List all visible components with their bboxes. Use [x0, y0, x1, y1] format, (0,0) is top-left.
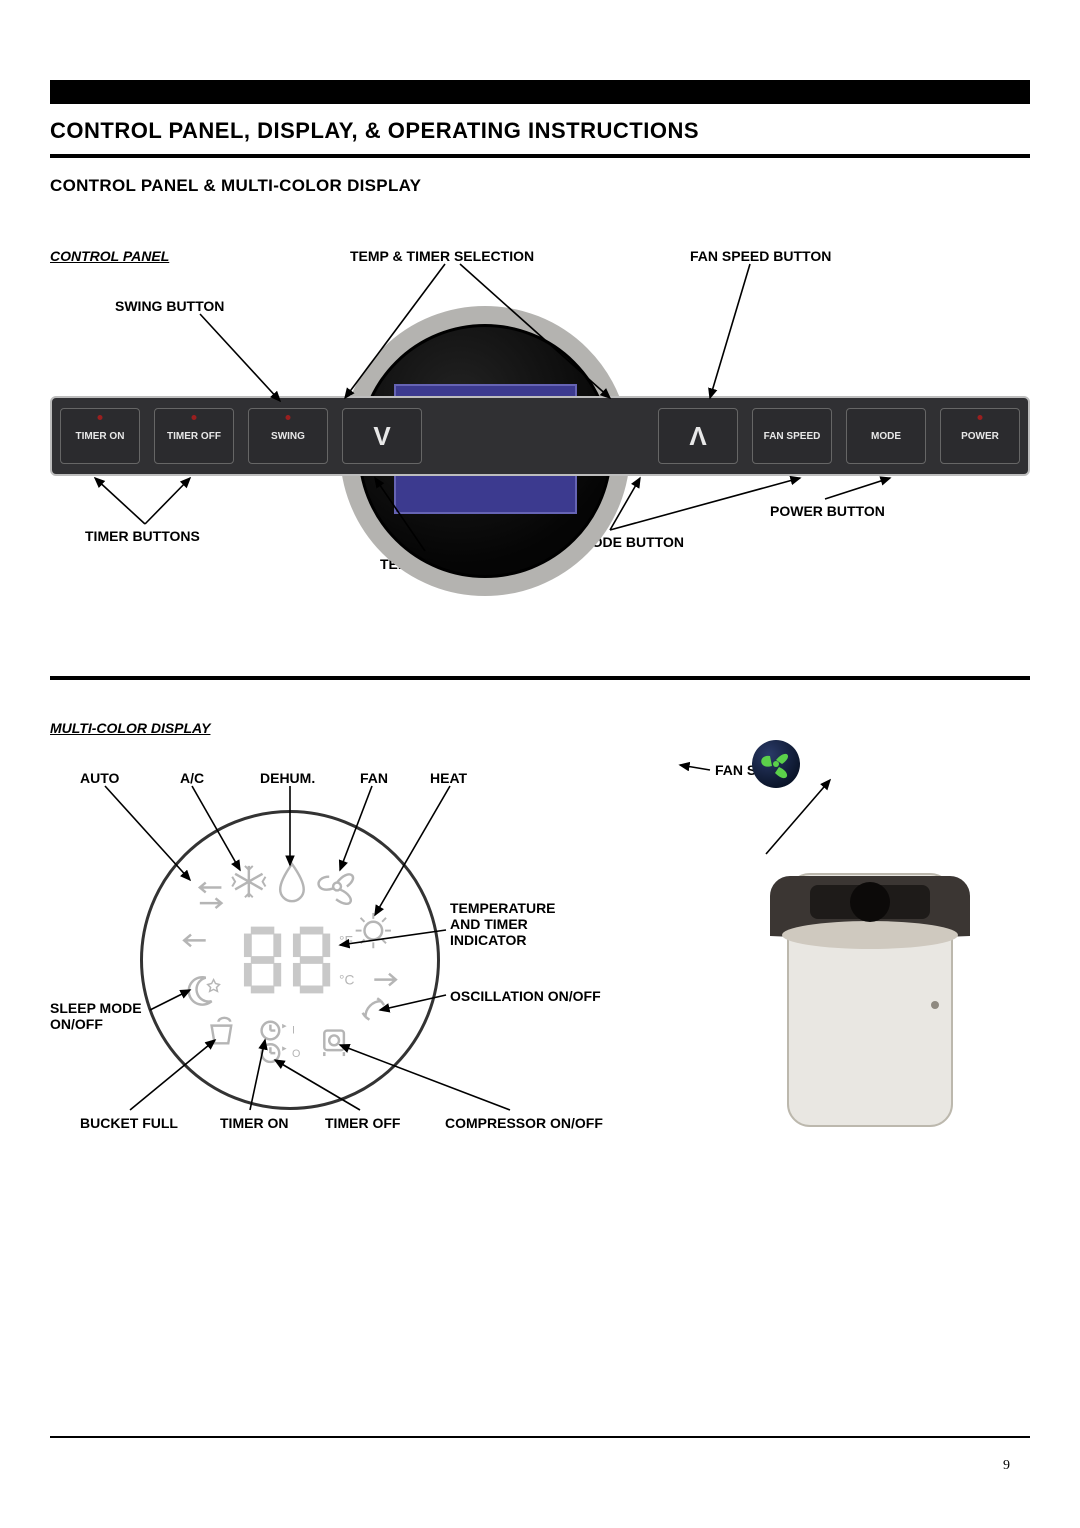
degree-f: °F — [339, 933, 353, 948]
bucket-full-annotation: BUCKET FULL — [80, 1115, 178, 1131]
mode-heat-label: HEAT — [430, 770, 467, 786]
sleep-mode-annotation: SLEEP MODE ON/OFF — [50, 1000, 142, 1032]
fan-speed-label: FAN SPEED — [764, 431, 821, 442]
degree-c: °C — [339, 973, 354, 988]
timer-off-label: TIMER OFF — [167, 431, 221, 442]
power-button-label: POWER BUTTON — [770, 503, 885, 519]
oscillation-annotation: OSCILLATION ON/OFF — [450, 988, 601, 1004]
svg-text:I: I — [292, 1025, 295, 1037]
product-photo — [770, 860, 970, 1140]
swing-button-label: SWING BUTTON — [115, 298, 224, 314]
svg-text:▸: ▸ — [282, 1043, 287, 1053]
temp-down-button[interactable]: V — [342, 408, 422, 464]
timer-on-button[interactable]: TIMER ON — [60, 408, 140, 464]
timer-off-annotation: TIMER OFF — [325, 1115, 400, 1131]
temp-timer-annotation: TEMPERATURE AND TIMER INDICATOR — [450, 900, 556, 948]
power-button[interactable]: POWER — [940, 408, 1020, 464]
fan-speed-gem-icon — [752, 740, 800, 788]
control-panel-body: TIMER ON TIMER OFF SWING V Λ FAN SPEED M… — [50, 396, 1030, 476]
svg-text:▸: ▸ — [282, 1021, 287, 1031]
fan-speed-button[interactable]: FAN SPEED — [752, 408, 832, 464]
header-bar — [50, 80, 1030, 104]
mode-dehum-label: DEHUM. — [260, 770, 315, 786]
section-title: CONTROL PANEL & MULTI-COLOR DISPLAY — [50, 176, 1030, 196]
mode-auto-label: AUTO — [80, 770, 119, 786]
main-title: CONTROL PANEL, DISPLAY, & OPERATING INST… — [50, 104, 1030, 154]
timer-off-button[interactable]: TIMER OFF — [154, 408, 234, 464]
control-panel-heading: CONTROL PANEL — [50, 248, 169, 264]
swing-label: SWING — [271, 431, 305, 442]
mode-ac-label: A/C — [180, 770, 204, 786]
multi-color-display-diagram: MULTI-COLOR DISPLAY AUTO A/C DEHUM. FAN … — [50, 720, 1030, 1240]
multi-color-display-heading: MULTI-COLOR DISPLAY — [50, 720, 210, 736]
rule-1 — [50, 154, 1030, 158]
timer-on-label: TIMER ON — [76, 431, 125, 442]
rule-2 — [50, 676, 1030, 680]
power-label: POWER — [961, 431, 999, 442]
up-arrow-icon: Λ — [689, 423, 706, 449]
down-arrow-icon: V — [373, 423, 390, 449]
timer-on-annotation: TIMER ON — [220, 1115, 288, 1131]
lcd-display: °F °C ▸ I ▸ O — [140, 810, 440, 1110]
page-number: 9 — [1003, 1458, 1010, 1474]
compressor-annotation: COMPRESSOR ON/OFF — [445, 1115, 603, 1131]
swing-button[interactable]: SWING — [248, 408, 328, 464]
mode-button[interactable]: MODE — [846, 408, 926, 464]
temp-timer-selection-label: TEMP & TIMER SELECTION — [350, 248, 534, 264]
footer-rule — [50, 1436, 1030, 1438]
svg-text:O: O — [292, 1048, 300, 1060]
temp-up-button[interactable]: Λ — [658, 408, 738, 464]
mode-fan-label: FAN — [360, 770, 388, 786]
fan-speed-button-label: FAN SPEED BUTTON — [690, 248, 831, 264]
timer-buttons-label: TIMER BUTTONS — [85, 528, 200, 544]
mode-label: MODE — [871, 431, 901, 442]
control-panel-diagram: CONTROL PANEL SWING BUTTON TEMP & TIMER … — [50, 206, 1030, 636]
